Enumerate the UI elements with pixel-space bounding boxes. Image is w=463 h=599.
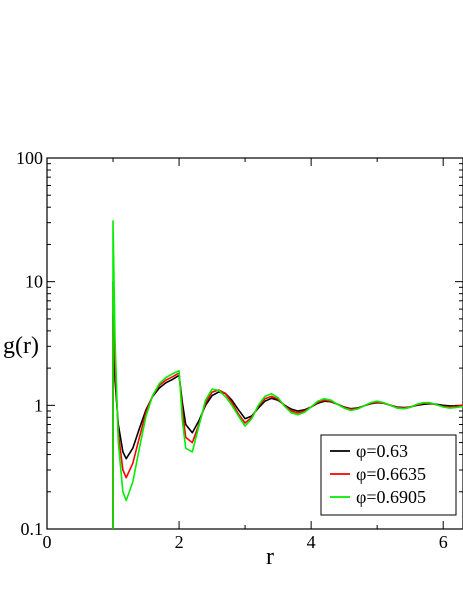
series-line: [112, 220, 463, 529]
legend-label: φ=0.63: [356, 441, 408, 461]
series-layer: [112, 220, 463, 529]
y-tick-label: 0.1: [21, 519, 44, 539]
plot-frame: [46, 157, 463, 530]
axis-ticks: 0 2 4 6 0.1 1 10 100: [16, 148, 463, 552]
legend-box: [320, 434, 457, 516]
x-axis-label: r: [266, 544, 274, 570]
y-axis-label: g(r): [3, 333, 39, 359]
x-tick-label: 6: [439, 532, 448, 552]
y-tick-label: 10: [25, 272, 43, 292]
legend-label: φ=0.6635: [356, 464, 426, 484]
x-tick-label: 4: [307, 532, 316, 552]
y-tick-label: 1: [34, 395, 43, 415]
legend: φ=0.63 φ=0.6635 φ=0.6905: [320, 434, 457, 516]
x-tick-label: 0: [43, 532, 52, 552]
legend-label: φ=0.6905: [356, 487, 426, 507]
x-tick-label: 2: [175, 532, 184, 552]
y-tick-label: 100: [16, 148, 43, 168]
